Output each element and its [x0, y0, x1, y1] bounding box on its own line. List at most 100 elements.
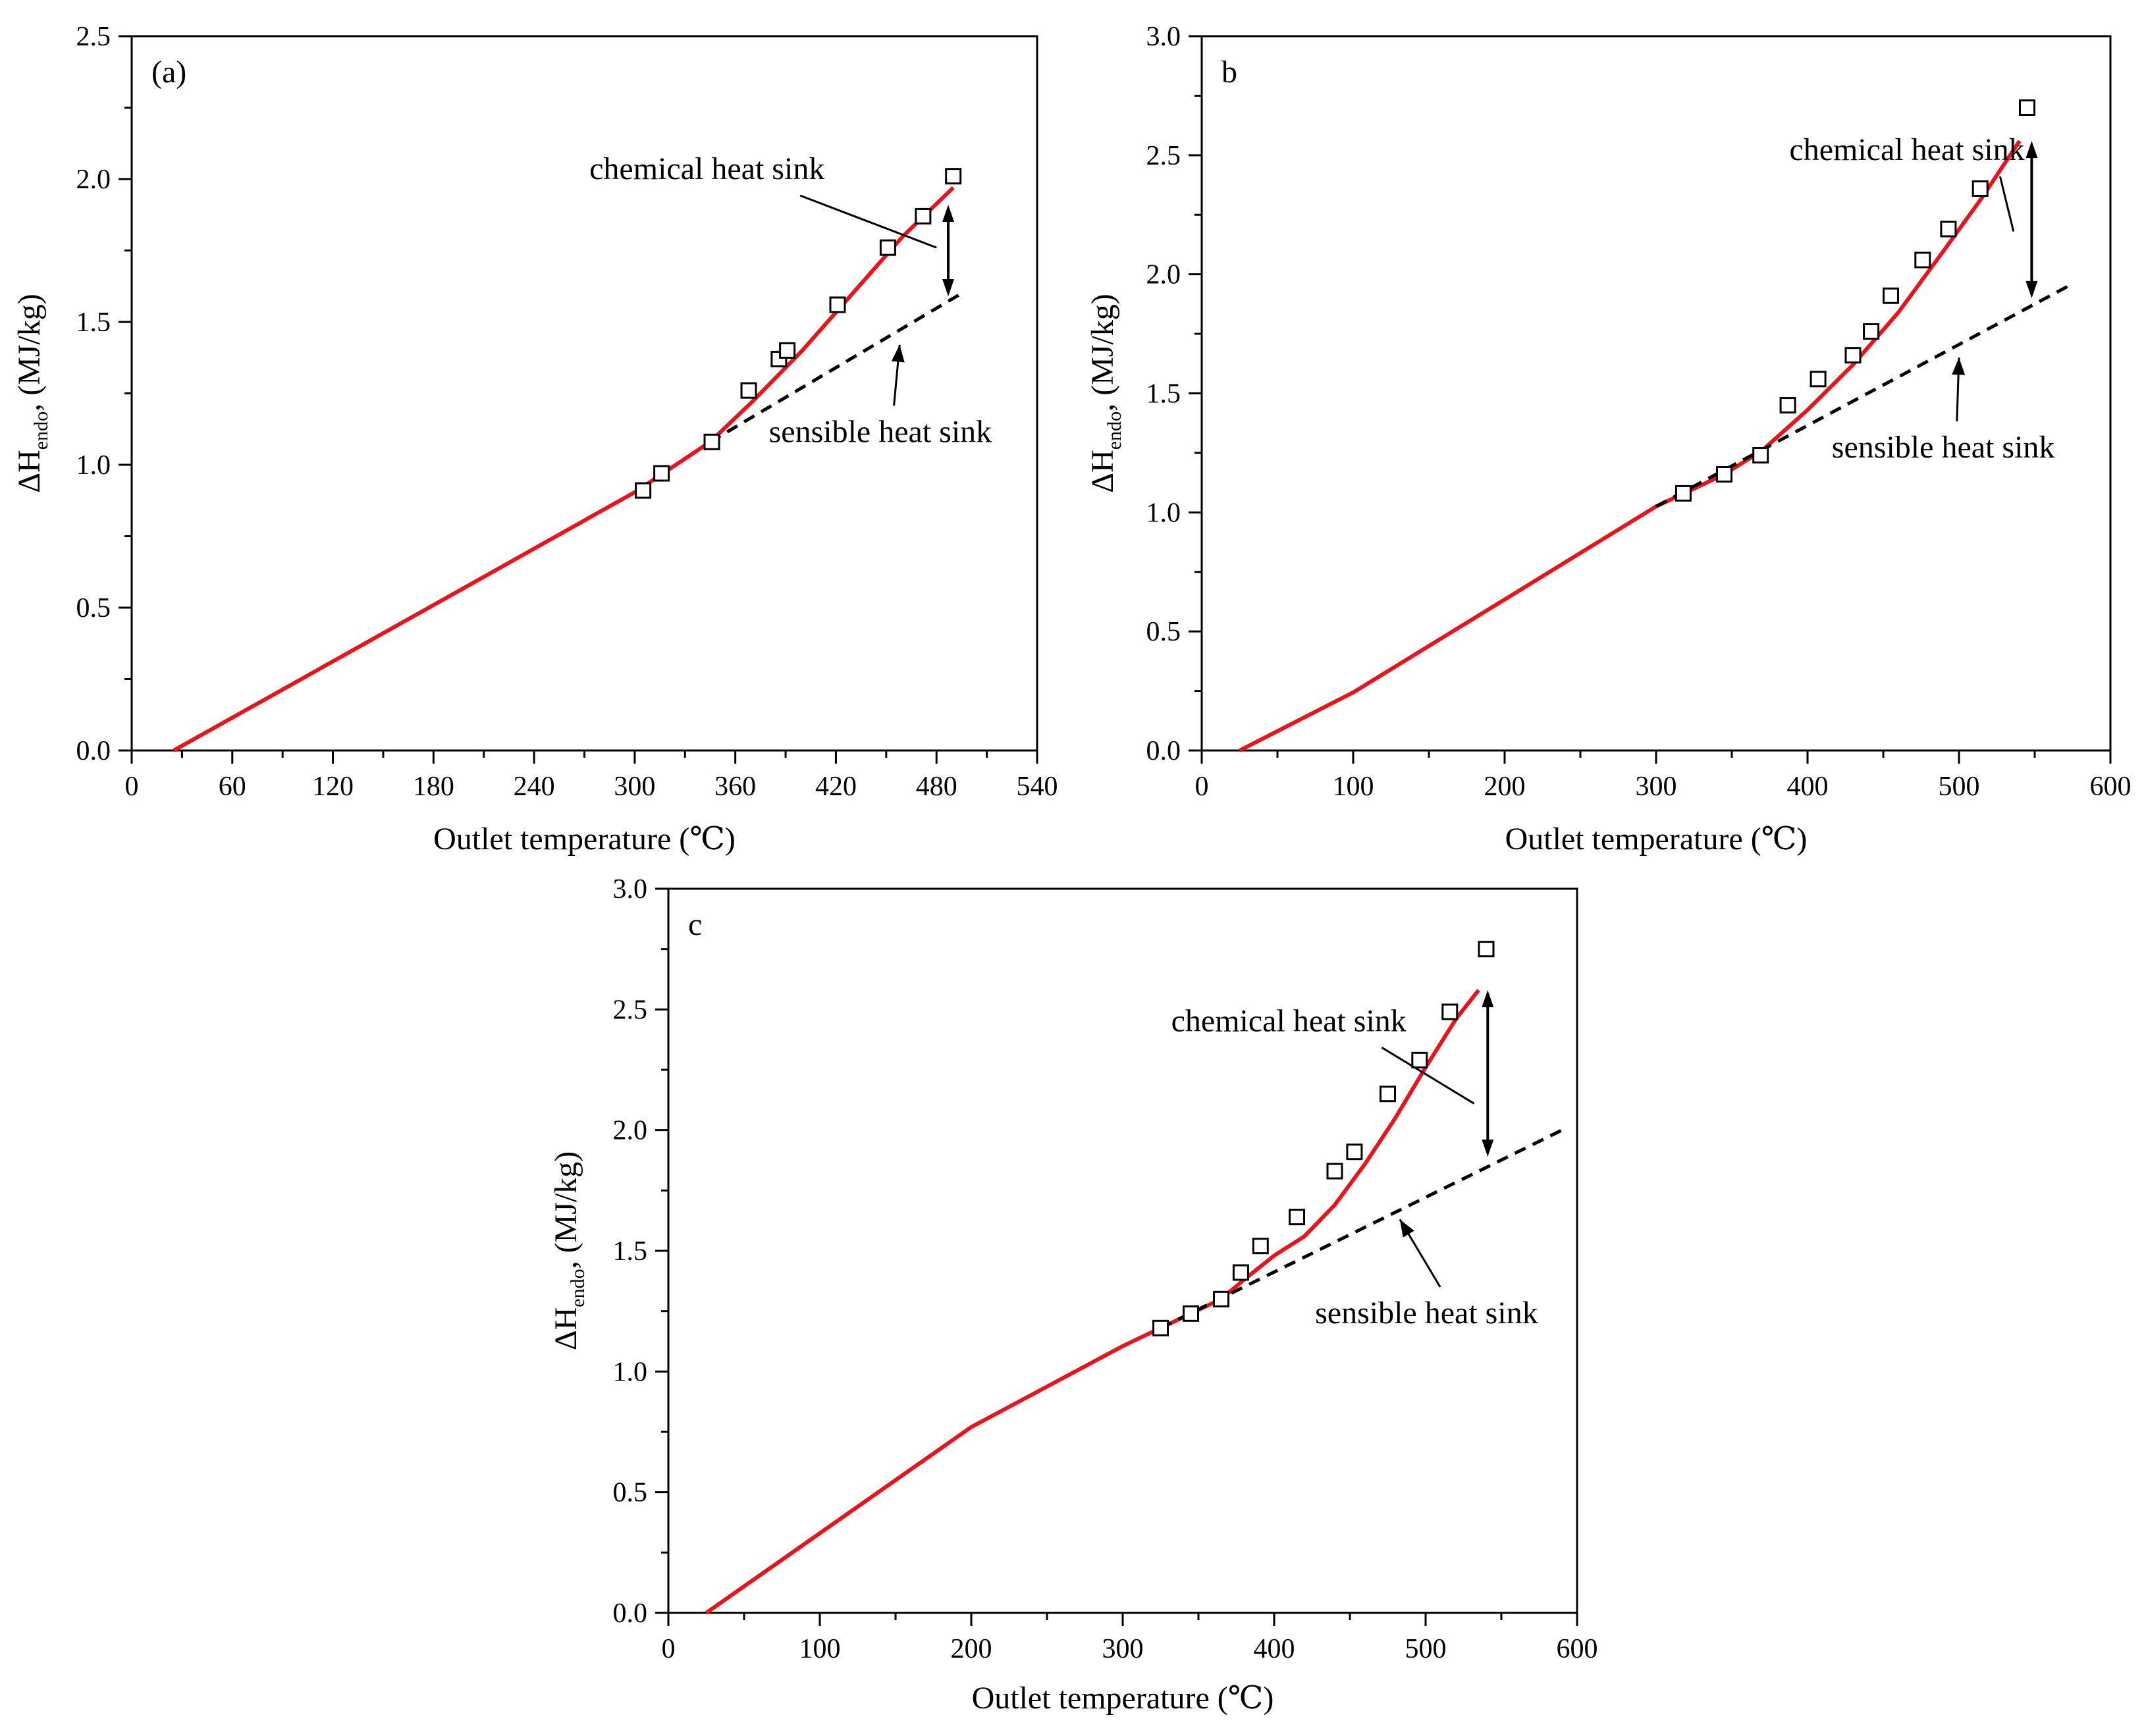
- experimental-point: [1940, 221, 1957, 238]
- x-axis-label: Outlet temperature (℃): [1505, 822, 1808, 856]
- x-tick-label: 0: [1195, 772, 1209, 802]
- x-tick-label: 200: [951, 1634, 992, 1664]
- y-tick-label: 1.5: [1146, 379, 1181, 409]
- panel-label: b: [1221, 55, 1237, 90]
- arrowhead-up: [1482, 990, 1494, 1007]
- x-tick-label: 600: [1557, 1634, 1598, 1664]
- x-tick-label: 500: [1939, 772, 1980, 802]
- experimental-point: [829, 296, 846, 313]
- x-tick-label: 100: [799, 1634, 841, 1664]
- x-tick-label: 480: [916, 772, 957, 802]
- y-tick-label: 2.5: [76, 22, 111, 52]
- x-tick-label: 400: [1254, 1634, 1295, 1664]
- x-tick-label: 500: [1405, 1634, 1447, 1664]
- experimental-point: [1863, 323, 1880, 340]
- chemical-heat-sink-pointer: [1998, 176, 2015, 232]
- chemical-heat-sink-label: chemical heat sink: [1171, 1003, 1407, 1038]
- x-tick-label: 0: [125, 772, 139, 802]
- x-tick-label: 60: [219, 772, 246, 802]
- panel-b: 0 100 200 300 400 500 600 0.0 0.5 1.0 1.5 2.0 2.5 3.0…: [1085, 22, 2132, 856]
- model-curve: [173, 186, 955, 752]
- chemical-heat-sink-label: chemical heat sink: [1789, 132, 2024, 167]
- experimental-point: [1346, 1144, 1363, 1161]
- chemical-heat-sink-pointer: [1381, 1047, 1475, 1105]
- x-axis-label: Outlet temperature (℃): [972, 1681, 1274, 1716]
- y-tick-label: 2.5: [1146, 141, 1181, 171]
- y-axis-label-subscript: endo: [567, 1269, 589, 1307]
- experimental-point: [1380, 1086, 1396, 1103]
- y-tick-label: 0.0: [613, 1598, 648, 1629]
- y-tick-label: 2.0: [613, 1116, 648, 1146]
- y-tick-label: 0.0: [76, 736, 111, 766]
- experimental-point: [1289, 1209, 1305, 1226]
- x-tick-label: 420: [815, 772, 857, 802]
- experimental-point: [1779, 397, 1796, 414]
- y-axis-label-subscript: endo: [30, 411, 52, 450]
- y-tick-label: 1.0: [76, 450, 111, 481]
- arrowhead: [1399, 1219, 1414, 1238]
- y-tick-label: 3.0: [613, 874, 648, 905]
- y-tick-label: 0.0: [1146, 736, 1181, 766]
- x-tick-label: 540: [1017, 772, 1058, 802]
- experimental-point: [1152, 1319, 1169, 1336]
- plot-frame: [667, 887, 1578, 1614]
- experimental-point: [1752, 447, 1769, 464]
- experimental-point: [945, 168, 962, 185]
- arrowhead: [1952, 357, 1966, 375]
- y-tick-label: 3.0: [1146, 22, 1181, 52]
- panel-a: 0 60 120 180 240 300 360 420 480 540 0.0 0.5 1.0 1.5 2…: [12, 22, 1058, 856]
- experimental-point: [2019, 99, 2035, 116]
- x-tick-label: 300: [1636, 772, 1677, 802]
- experimental-point: [703, 433, 720, 450]
- arrowhead-up: [2025, 141, 2038, 159]
- experimental-point: [1232, 1264, 1249, 1281]
- plot-frame: [130, 35, 1038, 752]
- model-curve: [705, 989, 1480, 1615]
- y-tick-label: 0.5: [76, 593, 111, 623]
- y-tick-label: 1.5: [76, 307, 111, 338]
- experimental-point: [879, 239, 896, 256]
- y-axis-label-main: ΔH: [549, 1307, 583, 1351]
- x-tick-label: 100: [1333, 772, 1374, 802]
- x-tick-label: 240: [514, 772, 555, 802]
- x-axis-label: Outlet temperature (℃): [433, 822, 736, 856]
- sensible-heat-sink-label: sensible heat sink: [1832, 430, 2055, 465]
- y-axis-label-subscript: endo: [1104, 411, 1125, 450]
- experimental-point: [1478, 941, 1495, 958]
- experimental-point: [915, 207, 932, 224]
- sensible-heat-sink-label: sensible heat sink: [1315, 1296, 1538, 1330]
- arrowhead-up: [942, 205, 955, 223]
- panel-label: (a): [151, 55, 186, 90]
- experimental-point: [1914, 251, 1931, 269]
- arrowhead-down: [2025, 280, 2038, 298]
- experimental-point: [779, 342, 796, 359]
- panel-label: c: [688, 907, 702, 942]
- experimental-point: [1810, 371, 1827, 388]
- experimental-point: [1183, 1305, 1199, 1322]
- experimental-point: [1883, 287, 1899, 304]
- arrowhead-down: [942, 278, 955, 296]
- experimental-point: [1972, 180, 1989, 197]
- y-axis-label-unit: , (MJ/kg): [549, 1151, 583, 1269]
- experimental-point: [1716, 465, 1732, 483]
- x-tick-label: 300: [614, 772, 655, 802]
- y-axis-label-unit: , (MJ/kg): [1085, 294, 1120, 411]
- model-curve: [1239, 140, 2022, 752]
- x-tick-label: 0: [662, 1634, 676, 1664]
- y-axis-label-main: ΔH: [12, 450, 47, 493]
- x-tick-label: 180: [413, 772, 454, 802]
- experimental-point: [740, 382, 757, 399]
- experimental-point: [1213, 1290, 1229, 1307]
- y-tick-label: 0.5: [613, 1478, 648, 1508]
- x-tick-label: 360: [714, 772, 756, 802]
- y-tick-label: 0.5: [1146, 617, 1181, 647]
- experimental-point: [1252, 1238, 1269, 1255]
- experimental-point: [1675, 485, 1692, 502]
- experimental-point: [1411, 1051, 1428, 1068]
- y-axis-label: ΔHendo, (MJ/kg): [1085, 294, 1125, 493]
- y-axis-label-main: ΔH: [1085, 450, 1120, 493]
- sensible-heat-sink-line: [709, 292, 963, 444]
- arrowhead-down: [1482, 1140, 1494, 1157]
- x-tick-label: 200: [1484, 772, 1526, 802]
